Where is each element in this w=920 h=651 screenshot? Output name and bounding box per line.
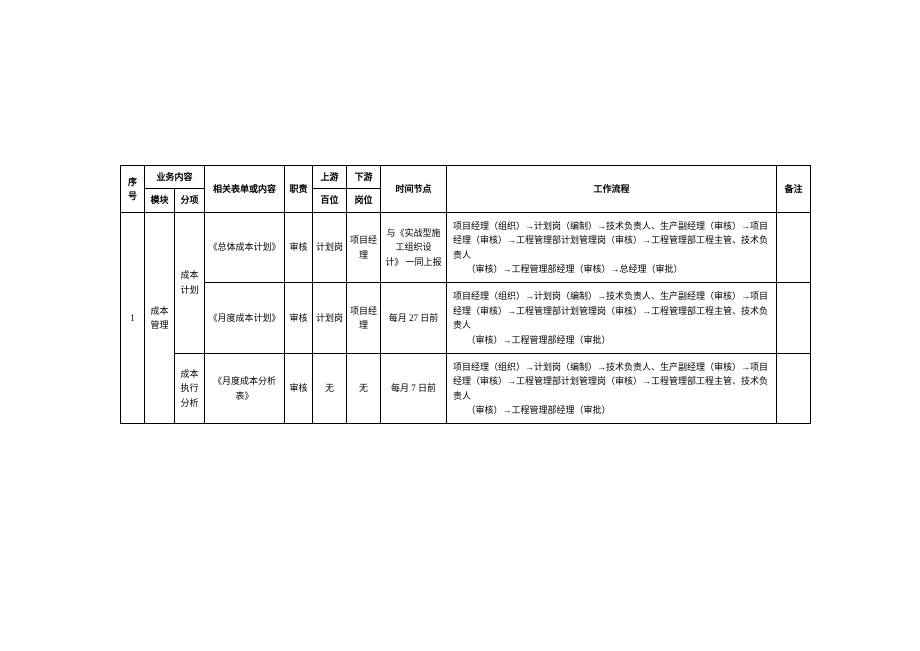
cost-table: 序号 业务内容 相关表单或内容 职责 上游 下游 时间节点 工作流程 备注 模块… [120, 165, 811, 424]
cell-subitem: 成本计划 [175, 212, 205, 353]
cell-form: 《月度成本分析表》 [205, 353, 285, 424]
cell-duty: 审核 [285, 283, 313, 354]
cell-remark [777, 283, 811, 354]
th-time: 时间节点 [381, 166, 447, 213]
th-biz: 业务内容 [145, 166, 205, 189]
cell-seq: 1 [121, 212, 145, 424]
cell-downstream: 项目经理 [347, 212, 381, 283]
page: 序号 业务内容 相关表单或内容 职责 上游 下游 时间节点 工作流程 备注 模块… [0, 0, 920, 651]
table-head: 序号 业务内容 相关表单或内容 职责 上游 下游 时间节点 工作流程 备注 模块… [121, 166, 811, 213]
cell-upstream: 计划岗 [313, 212, 347, 283]
table-body: 1 成本管理 成本计划 《总体成本计划》 审核 计划岗 项目经理 与《实战型施工… [121, 212, 811, 424]
cell-remark [777, 212, 811, 283]
th-downstream-2: 岗位 [347, 189, 381, 212]
cell-duty: 审核 [285, 212, 313, 283]
th-upstream-1: 上游 [313, 166, 347, 189]
th-remark: 备注 [777, 166, 811, 213]
cell-form: 《总体成本计划》 [205, 212, 285, 283]
cell-upstream: 计划岗 [313, 283, 347, 354]
cell-workflow: 项目经理（组织）→计划岗（编制）→技术负责人、生产副经理（审核）→项目经理（审核… [447, 283, 777, 354]
cell-time: 与《实战型施工组织设计》 一同上报 [381, 212, 447, 283]
cell-form: 《月度成本计划》 [205, 283, 285, 354]
cell-workflow: 项目经理（组织）→计划岗（编制）→技术负责人、生产副经理（审核）→项目经理（审核… [447, 212, 777, 283]
th-subitem: 分项 [175, 189, 205, 212]
table-row: 《月度成本计划》 审核 计划岗 项目经理 每月 27 日前 项目经理（组织）→计… [121, 283, 811, 354]
th-seq: 序号 [121, 166, 145, 213]
cell-downstream: 无 [347, 353, 381, 424]
th-upstream-2: 百位 [313, 189, 347, 212]
table-row: 1 成本管理 成本计划 《总体成本计划》 审核 计划岗 项目经理 与《实战型施工… [121, 212, 811, 283]
cell-duty: 审核 [285, 353, 313, 424]
cell-workflow: 项目经理（组织）→计划岗（编制）→技术负责人、生产副经理（审核）→项目经理（审核… [447, 353, 777, 424]
table-row: 成本执行分析 《月度成本分析表》 审核 无 无 每月 7 日前 项目经理（组织）… [121, 353, 811, 424]
th-duty: 职责 [285, 166, 313, 213]
th-workflow: 工作流程 [447, 166, 777, 213]
cell-upstream: 无 [313, 353, 347, 424]
cell-time: 每月 27 日前 [381, 283, 447, 354]
cell-subitem: 成本执行分析 [175, 353, 205, 424]
th-downstream-1: 下游 [347, 166, 381, 189]
th-module: 模块 [145, 189, 175, 212]
cell-remark [777, 353, 811, 424]
cell-module: 成本管理 [145, 212, 175, 424]
cell-downstream: 项目经理 [347, 283, 381, 354]
cell-time: 每月 7 日前 [381, 353, 447, 424]
th-form: 相关表单或内容 [205, 166, 285, 213]
